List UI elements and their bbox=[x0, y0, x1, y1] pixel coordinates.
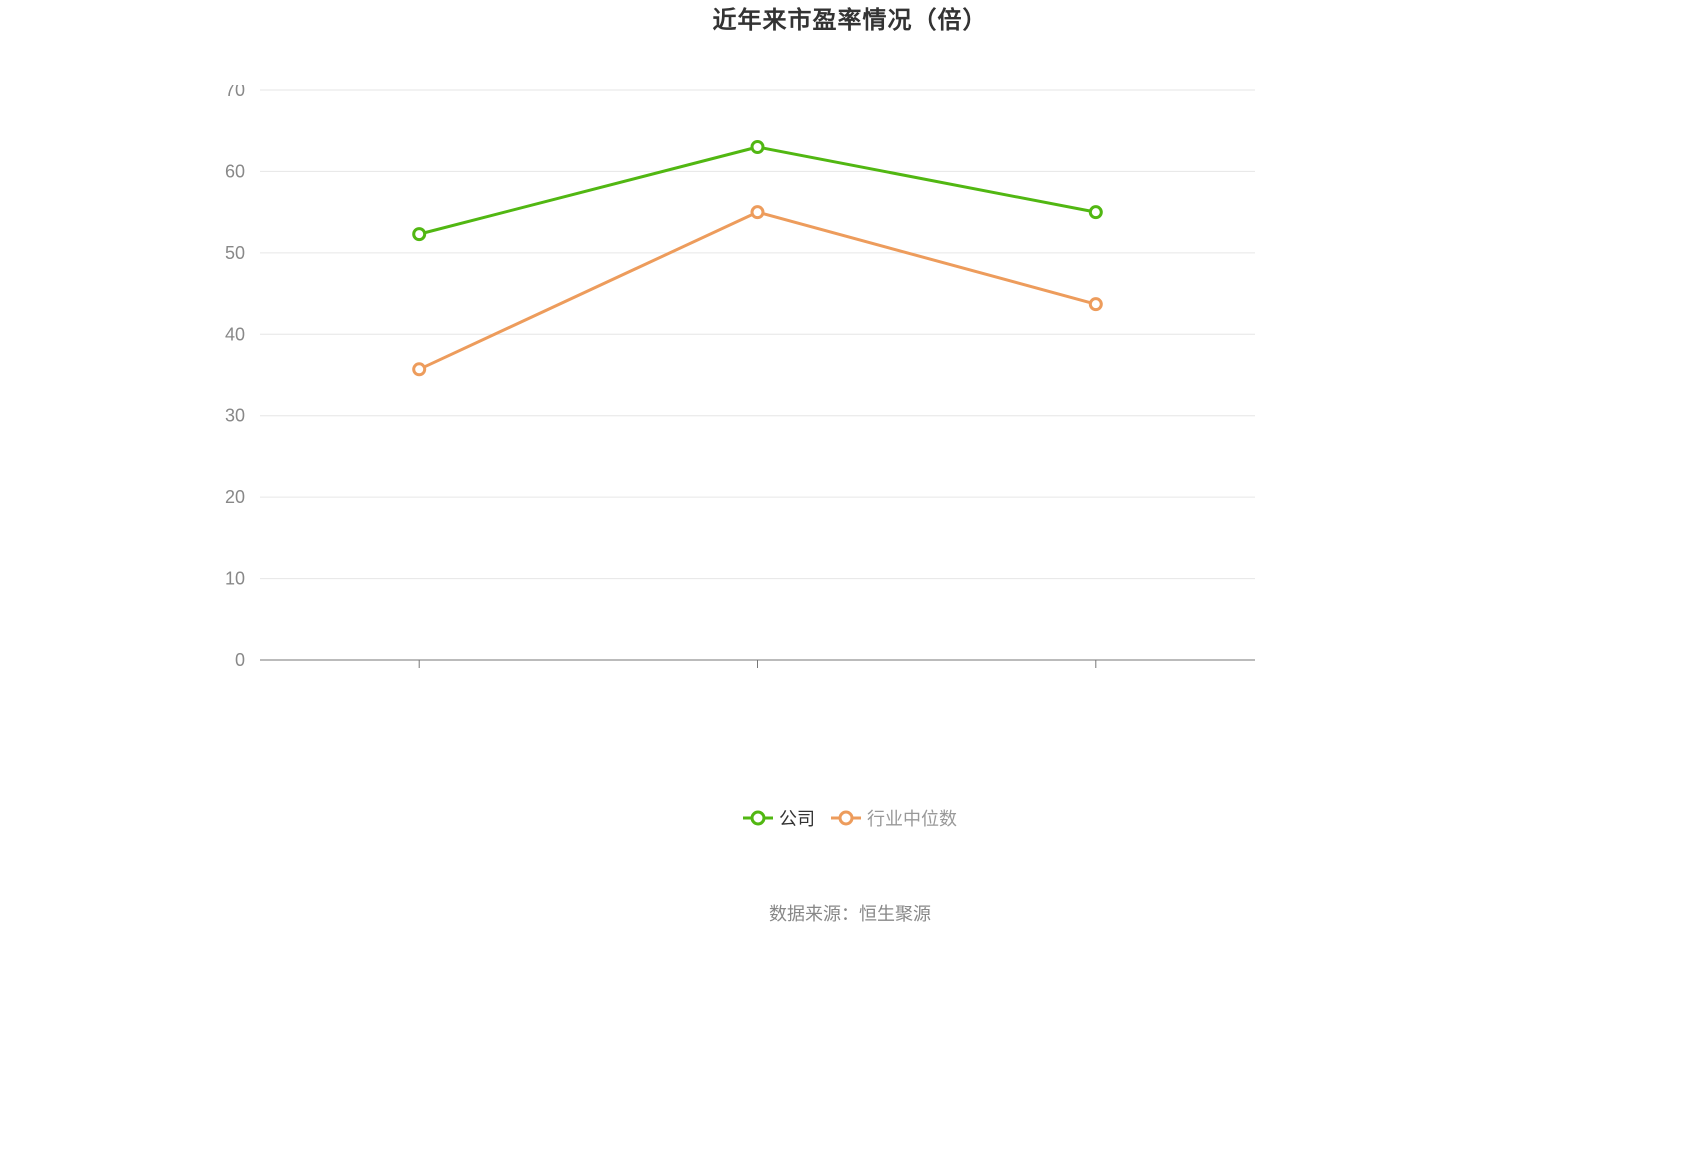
series-marker bbox=[1090, 299, 1101, 310]
legend-label: 行业中位数 bbox=[867, 805, 957, 831]
series-marker bbox=[1090, 207, 1101, 218]
chart-source: 数据来源：恒生聚源 bbox=[0, 900, 1700, 926]
source-prefix: 数据来源： bbox=[769, 904, 859, 924]
y-tick-label: 60 bbox=[225, 161, 245, 181]
series-line bbox=[419, 212, 1096, 369]
legend-marker-icon bbox=[831, 809, 861, 827]
series-marker bbox=[414, 229, 425, 240]
y-tick-label: 40 bbox=[225, 324, 245, 344]
series-line bbox=[419, 147, 1096, 234]
line-chart-svg: 0 10 20 30 40 50 60 70 20230331 20230630 20240328 bbox=[200, 85, 1300, 675]
series-marker bbox=[414, 364, 425, 375]
x-tick-label: 20230630 bbox=[717, 674, 797, 675]
legend-item[interactable]: 行业中位数 bbox=[831, 805, 957, 831]
x-tick-label: 20240328 bbox=[1056, 674, 1136, 675]
legend-label: 公司 bbox=[779, 805, 815, 831]
chart-legend: 公司 行业中位数 bbox=[0, 805, 1700, 832]
chart-title: 近年来市盈率情况（倍） bbox=[0, 0, 1700, 35]
y-tick-label: 10 bbox=[225, 569, 245, 589]
x-tick-label: 20230331 bbox=[379, 674, 459, 675]
source-name: 恒生聚源 bbox=[859, 904, 931, 924]
y-tick-label: 50 bbox=[225, 243, 245, 263]
series-marker bbox=[752, 142, 763, 153]
chart-plot-area: 0 10 20 30 40 50 60 70 20230331 20230630 20240328 bbox=[200, 85, 1300, 675]
legend-marker-icon bbox=[743, 809, 773, 827]
y-tick-label: 0 bbox=[235, 650, 245, 670]
y-tick-label: 20 bbox=[225, 487, 245, 507]
legend-item[interactable]: 公司 bbox=[743, 805, 815, 831]
series-marker bbox=[752, 207, 763, 218]
y-tick-label: 30 bbox=[225, 406, 245, 426]
y-tick-label: 70 bbox=[225, 85, 245, 100]
